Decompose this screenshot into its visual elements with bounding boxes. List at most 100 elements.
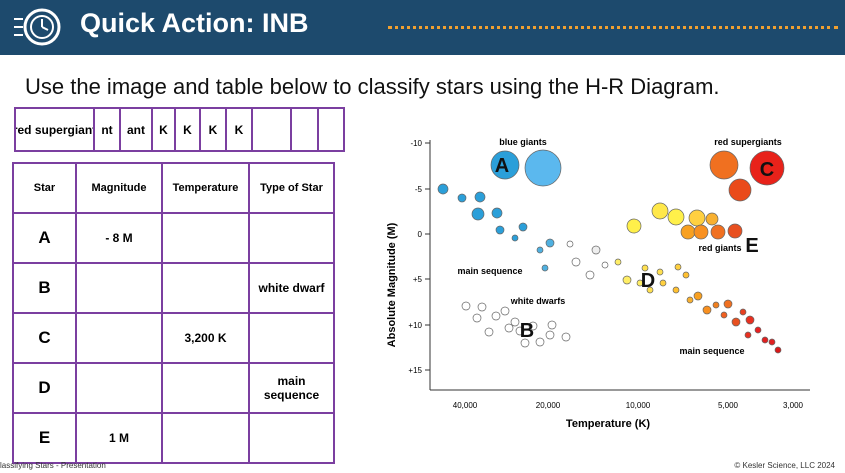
strip-cell[interactable]: K (227, 109, 253, 150)
star (518, 222, 528, 232)
star (511, 234, 519, 242)
strip-cell[interactable] (292, 109, 319, 150)
cell[interactable]: - 8 M (75, 212, 163, 264)
star (545, 238, 555, 248)
y-axis-title: Absolute Magnitude (M) (386, 222, 398, 347)
cell[interactable] (161, 412, 250, 464)
footer-right: © Kesler Science, LLC 2024 (734, 461, 835, 470)
footer-left: lassifying Stars - Presentation (0, 461, 106, 470)
star (524, 149, 562, 187)
star (636, 279, 644, 287)
star (457, 193, 467, 203)
cell[interactable] (161, 212, 250, 264)
star (656, 268, 664, 276)
cell[interactable] (75, 312, 163, 364)
star (672, 286, 680, 294)
strip-cell[interactable]: ant (121, 109, 153, 150)
star-letter: B (520, 320, 534, 342)
star (614, 258, 622, 266)
star (688, 209, 706, 227)
strip-cell[interactable]: red supergiant (16, 109, 95, 150)
y-tick-label: -10 (410, 139, 422, 148)
cell[interactable] (161, 262, 250, 314)
instruction: Use the image and table below to classif… (25, 74, 720, 99)
star (674, 263, 682, 271)
cell[interactable]: main sequence (248, 362, 335, 414)
cell[interactable] (161, 362, 250, 414)
star (739, 308, 747, 316)
star (641, 264, 649, 272)
strip-cell[interactable] (253, 109, 292, 150)
star (744, 331, 752, 339)
star (693, 291, 703, 301)
y-tick-label: -5 (415, 185, 423, 194)
star (484, 327, 494, 337)
cell[interactable] (248, 212, 335, 264)
star (709, 150, 739, 180)
title: Quick Action: INB (80, 8, 309, 38)
dotted-line (388, 26, 838, 29)
cell: E (12, 412, 77, 464)
star (749, 150, 785, 186)
star (710, 224, 726, 240)
label: main sequence (679, 346, 744, 356)
star (571, 257, 581, 267)
answer-strip: red supergiant nt ant K K K K (14, 107, 345, 152)
cell[interactable] (248, 412, 335, 464)
star (761, 336, 769, 344)
star (754, 326, 762, 334)
star (472, 313, 482, 323)
cell: D (12, 362, 77, 414)
x-tick-label: 20,000 (536, 401, 561, 410)
cell[interactable]: 1 M (75, 412, 163, 464)
star (515, 326, 525, 336)
icon (14, 8, 61, 46)
header-bar: Quick Action: INB (0, 0, 845, 55)
table-header: Star (12, 162, 77, 214)
star (528, 321, 538, 331)
star (585, 270, 595, 280)
star (731, 317, 741, 327)
star-letter: C (760, 159, 774, 181)
star (680, 224, 696, 240)
star (705, 212, 719, 226)
strip-cell[interactable]: nt (95, 109, 121, 150)
label: white dwarfs (510, 296, 566, 306)
strip-cell[interactable]: K (201, 109, 227, 150)
strip-cell[interactable]: K (176, 109, 201, 150)
y-tick-label: +10 (408, 321, 422, 330)
star-letter: A (495, 155, 509, 177)
cell[interactable]: 3,200 K (161, 312, 250, 364)
cell[interactable] (75, 262, 163, 314)
star (504, 323, 514, 333)
cell[interactable]: white dwarf (248, 262, 335, 314)
star (547, 320, 557, 330)
star (536, 246, 544, 254)
star (651, 202, 669, 220)
strip-cell[interactable]: K (153, 109, 176, 150)
star (693, 224, 709, 240)
x-tick-label: 3,000 (783, 401, 804, 410)
star (477, 302, 487, 312)
cell: A (12, 212, 77, 264)
table-header: Magnitude (75, 162, 163, 214)
star (500, 306, 510, 316)
label: red supergiants (714, 137, 782, 147)
cell[interactable] (75, 362, 163, 414)
hr-diagram: Absolute Magnitude (M) Temperature (K) b… (386, 137, 810, 430)
star (712, 301, 720, 309)
star (461, 301, 471, 311)
cell[interactable] (248, 312, 335, 364)
star (561, 332, 571, 342)
star (471, 207, 485, 221)
star-letter: E (745, 235, 758, 257)
x-tick-label: 40,000 (453, 401, 478, 410)
x-tick-label: 5,000 (718, 401, 739, 410)
y-tick-label: +5 (413, 275, 423, 284)
strip-cell[interactable] (319, 109, 343, 150)
star (686, 296, 694, 304)
y-tick-label: 0 (418, 230, 423, 239)
star (728, 178, 752, 202)
star (566, 240, 574, 248)
star (768, 338, 776, 346)
